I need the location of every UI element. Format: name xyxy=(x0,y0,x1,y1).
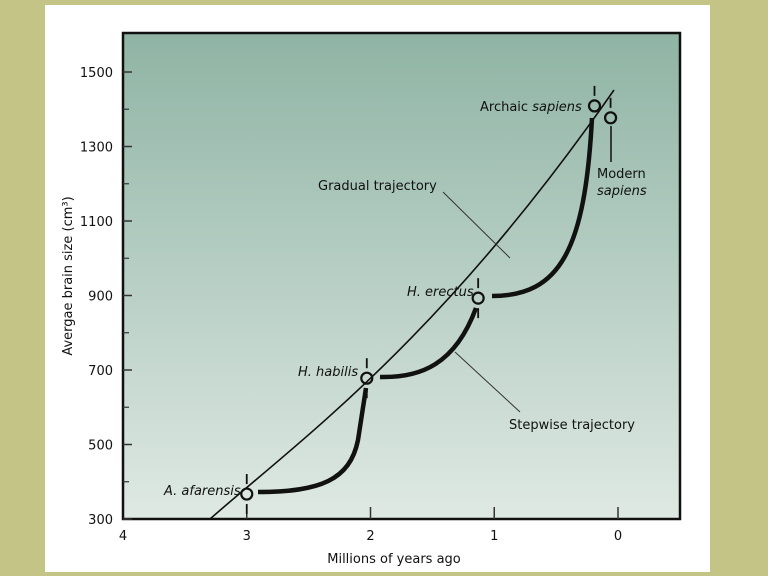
y-tick-label: 1100 xyxy=(80,215,113,230)
stepwise-segment-2 xyxy=(379,307,479,380)
y-tick-label: 1500 xyxy=(80,66,113,81)
x-tick-label: 3 xyxy=(243,529,251,544)
x-tick-label: 1 xyxy=(490,529,498,544)
data-point-modern-sapiens xyxy=(603,111,618,125)
plot-area xyxy=(121,31,682,521)
data-point-h-erectus xyxy=(471,291,485,305)
gradual-leader-line xyxy=(442,191,511,259)
gradual-trajectory-line xyxy=(209,89,615,520)
y-tick-label: 900 xyxy=(88,290,113,305)
label-modern-1: Modern xyxy=(597,167,646,182)
label-afarensis: A. afarensis xyxy=(163,484,241,499)
x-tick-label: 4 xyxy=(119,529,127,544)
y-tick-label: 300 xyxy=(88,513,113,528)
label-erectus: H. erectus xyxy=(407,285,474,300)
data-point-h-habilis xyxy=(360,371,374,385)
y-tick-label: 1300 xyxy=(80,141,113,156)
y-tick-label: 500 xyxy=(88,439,113,454)
label-archaic: Archaic sapiens xyxy=(480,100,582,115)
data-point-archaic-sapiens xyxy=(587,99,602,113)
label-gradual: Gradual trajectory xyxy=(318,179,437,194)
y-tick-label: 700 xyxy=(88,364,113,379)
stepwise-segment-1 xyxy=(257,387,369,495)
label-archaic-1: Archaic xyxy=(480,100,532,115)
stepwise-segment-3 xyxy=(491,117,595,299)
stepwise-leader-line xyxy=(454,351,521,413)
label-archaic-2: sapiens xyxy=(532,100,582,115)
label-modern-2: sapiens xyxy=(597,184,647,199)
y-axis-label: Avergae brain size (cm³) xyxy=(61,196,76,355)
data-point-a-afarensis xyxy=(240,487,254,501)
x-axis-label: Millions of years ago xyxy=(327,552,461,567)
label-stepwise: Stepwise trajectory xyxy=(509,418,635,433)
label-habilis: H. habilis xyxy=(298,365,358,380)
x-tick-label: 0 xyxy=(614,529,622,544)
x-tick-label: 2 xyxy=(366,529,374,544)
